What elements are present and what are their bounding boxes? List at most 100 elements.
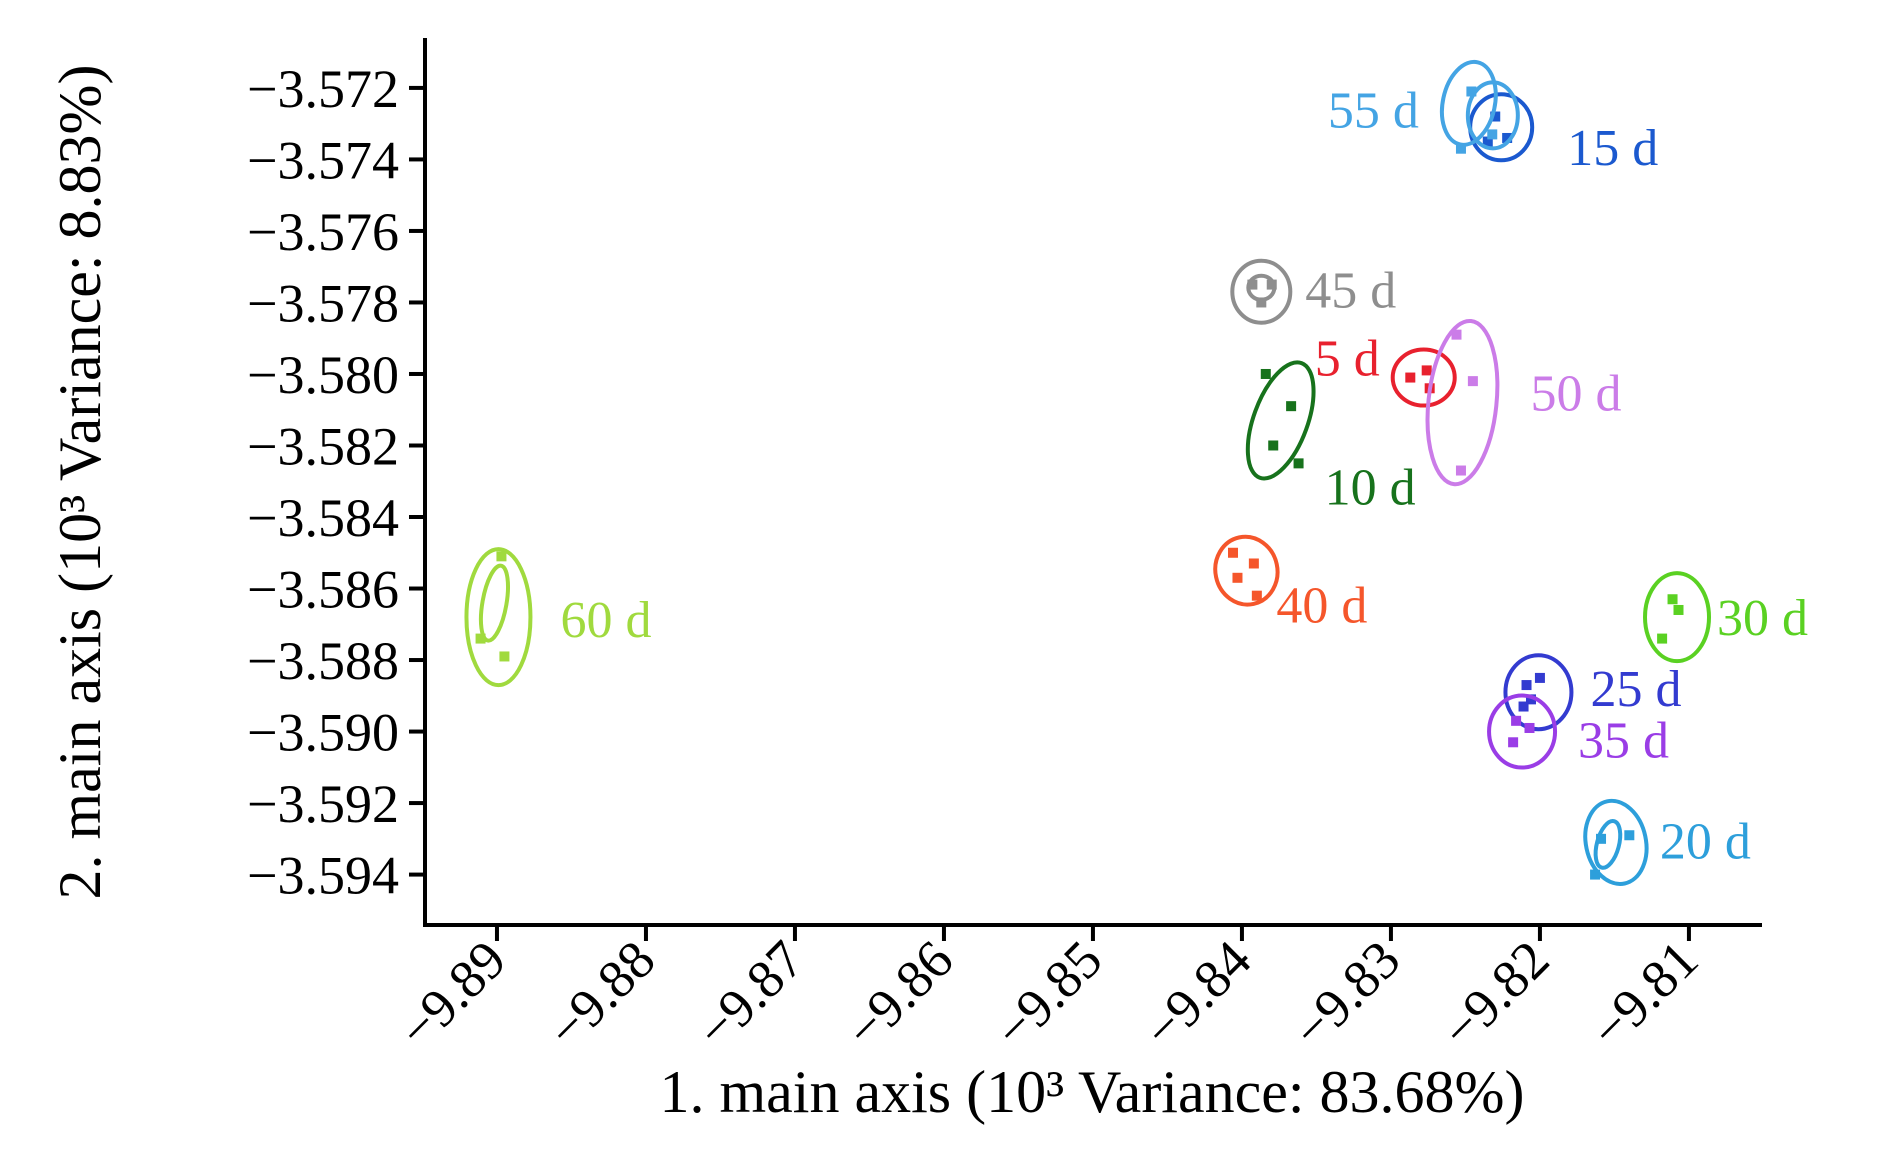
data-point-30d <box>1673 604 1684 615</box>
cluster-label-5d: 5 d <box>1315 331 1380 388</box>
data-point-40d <box>1232 572 1243 583</box>
data-point-5d <box>1421 365 1432 376</box>
cluster-ellipse-15d <box>1468 92 1535 163</box>
cluster-10d: 10 d <box>1245 360 1416 516</box>
data-point-20d <box>1624 830 1635 841</box>
y-tick-label: −3.586 <box>247 560 399 620</box>
data-point-45d <box>1266 279 1277 290</box>
data-point-25d <box>1518 701 1529 712</box>
y-tick-label: −3.588 <box>247 631 399 691</box>
cluster-30d: 30 d <box>1643 571 1808 664</box>
data-point-15d <box>1502 132 1513 143</box>
x-tick-label: −9.83 <box>1281 929 1412 1060</box>
data-point-10d <box>1293 458 1304 469</box>
cluster-label-60d: 60 d <box>560 592 651 649</box>
data-point-45d <box>1247 279 1258 290</box>
data-point-40d <box>1248 558 1259 569</box>
y-tick-label: −3.590 <box>247 703 399 763</box>
y-tick-label: −3.574 <box>247 130 399 190</box>
x-tick-label: −9.86 <box>834 929 965 1060</box>
cluster-ellipse-40d <box>1213 534 1280 607</box>
data-point-15d <box>1482 136 1493 147</box>
y-tick-label: −3.578 <box>247 273 399 333</box>
cluster-ellipse-60d <box>478 563 510 643</box>
data-point-10d <box>1286 401 1297 412</box>
cluster-60d: 60 d <box>464 547 651 688</box>
y-tick-label: −3.576 <box>247 202 399 262</box>
x-axis-title: 1. main axis (10³ Variance: 83.68%) <box>660 1059 1525 1125</box>
data-point-20d <box>1590 869 1601 880</box>
cluster-label-10d: 10 d <box>1325 459 1416 516</box>
cluster-ellipse-30d <box>1643 571 1712 664</box>
cluster-ellipse-50d <box>1425 318 1500 487</box>
data-point-60d <box>496 551 507 562</box>
data-point-45d <box>1256 297 1267 308</box>
y-axis-title: 2. main axis (10³ Variance: 8.83%) <box>47 65 113 900</box>
cluster-45d: 45 d <box>1230 258 1396 325</box>
y-axis-ticks: −3.572 −3.574 −3.576 −3.578 −3.580 −3.582 −3.5… <box>247 59 425 906</box>
x-tick-label: −9.81 <box>1579 929 1710 1060</box>
cluster-55d: 55 d <box>1328 59 1520 154</box>
data-point-35d <box>1508 737 1519 748</box>
data-point-50d <box>1451 329 1462 340</box>
cluster-25d: 25 d <box>1503 653 1681 732</box>
cluster-label-40d: 40 d <box>1276 578 1367 635</box>
data-point-30d <box>1657 633 1668 644</box>
cluster-50d: 50 d <box>1425 318 1621 487</box>
data-point-15d <box>1490 111 1501 122</box>
cluster-label-25d: 25 d <box>1590 661 1681 718</box>
cluster-ellipse-25d <box>1503 653 1574 732</box>
data-point-25d <box>1534 672 1545 683</box>
y-tick-label: −3.572 <box>247 59 399 119</box>
x-tick-label: −9.87 <box>685 929 816 1060</box>
data-point-60d <box>499 651 510 662</box>
cluster-ellipse-20d <box>1593 819 1623 870</box>
cluster-15d: 15 d <box>1468 92 1658 177</box>
x-tick-label: −9.89 <box>387 929 518 1060</box>
y-tick-label: −3.584 <box>247 488 399 548</box>
cluster-5d: 5 d <box>1315 331 1457 408</box>
data-point-60d <box>475 633 486 644</box>
x-tick-label: −9.82 <box>1430 929 1561 1060</box>
cluster-label-50d: 50 d <box>1530 366 1621 423</box>
data-point-50d <box>1455 465 1466 476</box>
cluster-ellipse-10d <box>1245 360 1316 481</box>
cluster-ellipse-35d <box>1487 693 1558 770</box>
data-point-35d <box>1524 722 1535 733</box>
data-point-25d <box>1525 694 1536 705</box>
data-point-35d <box>1511 715 1522 726</box>
x-axis-ticks: −9.89 −9.88 −9.87 −9.86 −9.85 −9.84 −9.83 −9.82… <box>387 925 1710 1060</box>
y-tick-label: −3.582 <box>247 416 399 476</box>
data-point-10d <box>1260 368 1271 379</box>
data-point-30d <box>1667 594 1678 605</box>
data-point-40d <box>1228 547 1239 558</box>
cluster-label-20d: 20 d <box>1660 813 1751 870</box>
cluster-35d: 35 d <box>1487 693 1669 770</box>
data-point-55d <box>1455 143 1466 154</box>
cluster-label-15d: 15 d <box>1567 120 1658 177</box>
y-tick-label: −3.592 <box>247 774 399 834</box>
clusters-layer: 5 d 10 d 15 d 20 d 25 d 30 d 35 d 40 d 45 d 50 d 5… <box>464 59 1808 886</box>
cluster-label-45d: 45 d <box>1305 263 1396 320</box>
data-point-55d <box>1487 129 1498 140</box>
cluster-label-55d: 55 d <box>1328 82 1419 139</box>
cluster-label-30d: 30 d <box>1717 590 1808 647</box>
x-tick-label: −9.84 <box>1132 929 1263 1060</box>
data-point-50d <box>1467 376 1478 387</box>
data-point-55d <box>1466 86 1477 97</box>
cluster-ellipse-55d <box>1465 80 1520 151</box>
y-tick-label: −3.594 <box>247 846 399 906</box>
y-tick-label: −3.580 <box>247 345 399 405</box>
cluster-ellipse-45d <box>1230 258 1293 325</box>
data-point-40d <box>1251 590 1262 601</box>
data-point-10d <box>1268 440 1279 451</box>
cluster-ellipse-60d <box>464 547 533 688</box>
x-tick-label: −9.85 <box>983 929 1114 1060</box>
x-tick-label: −9.88 <box>536 929 667 1060</box>
cluster-ellipse-5d <box>1390 347 1457 408</box>
data-point-25d <box>1521 680 1532 691</box>
data-point-20d <box>1596 833 1607 844</box>
cluster-20d: 20 d <box>1583 798 1751 886</box>
